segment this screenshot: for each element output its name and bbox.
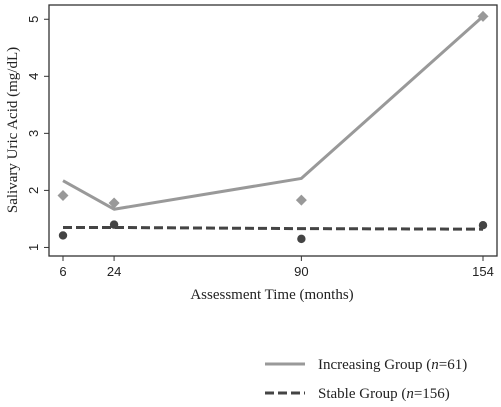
x-axis-title: Assessment Time (months): [190, 287, 353, 303]
plot-frame: [48, 4, 498, 257]
y-tick-label-5: 5: [26, 16, 41, 23]
x-axis: 6 24 90 154: [59, 256, 494, 279]
legend: Increasing Group (n=61) Stable Group (n=…: [265, 357, 467, 402]
series-0-marker-90: [295, 194, 307, 206]
x-tick-label-90: 90: [294, 264, 308, 279]
series-1-marker-90: [297, 234, 306, 244]
series-1-marker-24: [109, 220, 119, 229]
y-axis-title: Salivary Uric Acid (mg/dL): [5, 47, 21, 213]
y-tick-label-3: 3: [26, 130, 41, 137]
series-line-0: [62, 15, 484, 211]
series-1-marker-6: [58, 231, 68, 240]
series-line-1: [63, 225, 484, 231]
legend-label-increasing: Increasing Group (n=61): [318, 357, 467, 373]
y-tick-label-1: 1: [26, 244, 41, 251]
series-1-marker-154: [478, 220, 488, 230]
series-0-marker-6: [57, 190, 69, 202]
y-axis: 1 2 3 4 5: [26, 16, 49, 251]
x-tick-label-154: 154: [472, 264, 494, 279]
x-tick-label-6: 6: [59, 264, 66, 279]
y-tick-label-2: 2: [26, 187, 41, 194]
y-tick-label-4: 4: [26, 73, 41, 80]
series-layer: [57, 10, 489, 244]
legend-label-stable: Stable Group (n=156): [318, 386, 450, 402]
series-0-marker-154: [477, 10, 489, 22]
x-tick-label-24: 24: [107, 264, 121, 279]
series-0-marker-24: [108, 197, 120, 209]
